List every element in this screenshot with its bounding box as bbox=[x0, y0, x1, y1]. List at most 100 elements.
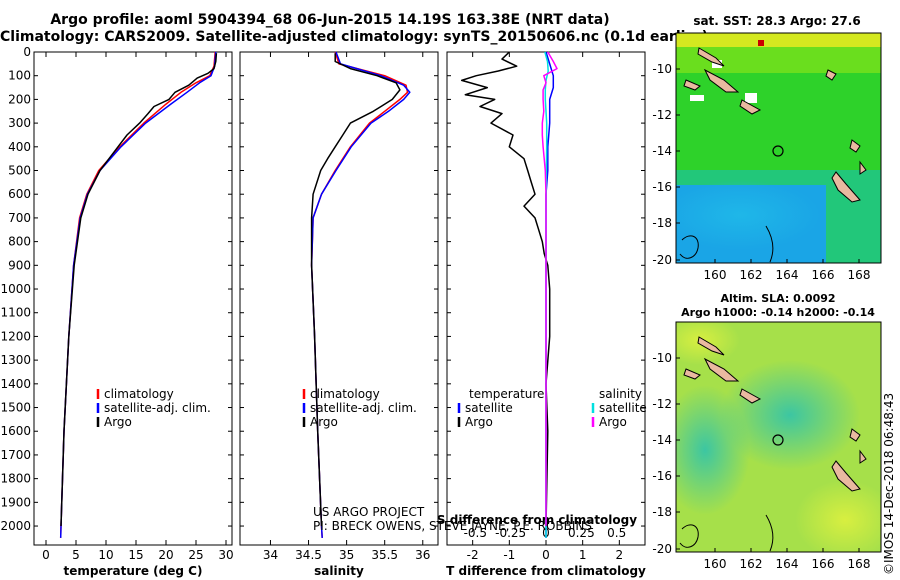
map-y-tick-label: -10 bbox=[652, 351, 672, 365]
bathymetry-contour bbox=[765, 514, 774, 552]
y-tick-label: 100 bbox=[8, 69, 31, 83]
island-shape bbox=[825, 69, 837, 81]
y-tick-label: 700 bbox=[8, 211, 31, 225]
sla-map-low-patch bbox=[676, 385, 750, 515]
map-x-tick-label: 162 bbox=[740, 268, 763, 282]
profile-panel-temperature: 0100200300400500600700800900100011001200… bbox=[0, 45, 233, 578]
x-tick-label: 10 bbox=[98, 548, 113, 562]
sla-map: Altim. SLA: 0.0092 Argo h1000: -0.14 h20… bbox=[652, 292, 896, 575]
sla-map-high-patch bbox=[795, 480, 881, 552]
map-x-tick-label: 168 bbox=[848, 557, 871, 571]
x-tick-label: 34 bbox=[263, 548, 278, 562]
y-tick-label: 300 bbox=[8, 116, 31, 130]
argo-float-location bbox=[772, 145, 784, 157]
sst-map-title: sat. SST: 28.3 Argo: 27.6 bbox=[693, 14, 860, 28]
sla-map-title-line1: Altim. SLA: 0.0092 bbox=[720, 292, 835, 305]
x-tick-label: 30 bbox=[218, 548, 233, 562]
island-shape bbox=[683, 368, 701, 380]
x-tick-label: 15 bbox=[128, 548, 143, 562]
x-tick-label: 35 bbox=[339, 548, 354, 562]
x2-axis-label: S difference from climatology bbox=[437, 513, 637, 527]
y-tick-label: 0 bbox=[23, 45, 31, 59]
legend-label: satellite bbox=[599, 401, 647, 415]
x-tick-label: 2 bbox=[616, 548, 624, 562]
map-y-tick-label: -16 bbox=[652, 469, 672, 483]
sst-map-cloud-gap bbox=[690, 95, 704, 101]
argo-float-location bbox=[772, 434, 784, 446]
legend-label: satellite bbox=[465, 401, 513, 415]
map-y-tick-label: -20 bbox=[652, 253, 672, 267]
credit-pi: PI: BRECK OWENS, STEVE JAYNE, P.E. ROBBI… bbox=[313, 519, 592, 533]
sst-map-hot-pixel bbox=[758, 40, 764, 46]
legend-label: climatology bbox=[104, 387, 174, 401]
x2-tick-label: 0.5 bbox=[607, 526, 626, 540]
x-axis-label: salinity bbox=[314, 564, 364, 578]
plot-title-line1: Argo profile: aoml 5904394_68 06-Jun-201… bbox=[50, 12, 610, 28]
x-tick-label: 0 bbox=[542, 548, 550, 562]
y-tick-label: 1500 bbox=[0, 401, 31, 415]
y-tick-label: 600 bbox=[8, 187, 31, 201]
island-shape bbox=[859, 449, 867, 464]
x-tick-label: 5 bbox=[72, 548, 80, 562]
legend-label: salinity bbox=[599, 387, 642, 401]
y-tick-label: 800 bbox=[8, 235, 31, 249]
sst-map-cold-patch bbox=[676, 180, 820, 250]
map-x-tick-label: 162 bbox=[740, 557, 763, 571]
legend-label: satellite-adj. clim. bbox=[104, 401, 211, 415]
map-y-tick-label: -12 bbox=[652, 108, 672, 122]
sst-map: sat. SST: 28.3 Argo: 27.6 160 162 164 166 16… bbox=[652, 14, 882, 282]
series-s-argo bbox=[541, 51, 558, 526]
map-x-tick-label: 166 bbox=[812, 268, 835, 282]
legend-label: Argo bbox=[465, 415, 493, 429]
imos-timestamp-label: ©IMOS 14-Dec-2018 06:48:43 bbox=[882, 393, 896, 575]
map-x-tick-label: 160 bbox=[704, 557, 727, 571]
x-tick-label: 0 bbox=[42, 548, 50, 562]
y-tick-label: 1200 bbox=[0, 329, 31, 343]
bathymetry-contour bbox=[765, 225, 774, 263]
bathymetry-contour bbox=[679, 524, 699, 548]
y-tick-label: 1900 bbox=[0, 495, 31, 509]
legend-label: Argo bbox=[310, 415, 338, 429]
map-x-tick-label: 164 bbox=[776, 268, 799, 282]
island-shape bbox=[831, 171, 861, 203]
y-tick-label: 200 bbox=[8, 92, 31, 106]
map-x-tick-label: 160 bbox=[704, 268, 727, 282]
sst-map-cloud-gap bbox=[745, 93, 757, 103]
map-x-tick-label: 168 bbox=[848, 268, 871, 282]
legend-label: Argo bbox=[599, 415, 627, 429]
series-argo bbox=[310, 53, 401, 527]
sst-map-hot-band bbox=[676, 33, 881, 47]
y-tick-label: 1700 bbox=[0, 448, 31, 462]
map-y-tick-label: -18 bbox=[652, 216, 672, 230]
island-shape bbox=[739, 99, 762, 115]
map-y-tick-label: -16 bbox=[652, 180, 672, 194]
map-y-tick-label: -12 bbox=[652, 397, 672, 411]
x-tick-label: 34.5 bbox=[295, 548, 322, 562]
sla-map-low-patch bbox=[720, 360, 860, 470]
profile-panel-salinity: 34 34.5 35 35.5 36 salinity climatologysatelli… bbox=[239, 51, 439, 578]
map-y-tick-label: -20 bbox=[652, 542, 672, 556]
island-shape bbox=[849, 139, 861, 153]
map-y-tick-label: -18 bbox=[652, 505, 672, 519]
x-tick-label: 36 bbox=[415, 548, 430, 562]
y-tick-label: 500 bbox=[8, 164, 31, 178]
map-x-tick-label: 166 bbox=[812, 557, 835, 571]
y-tick-label: 400 bbox=[8, 140, 31, 154]
bathymetry-contour bbox=[679, 235, 699, 259]
map-y-tick-label: -14 bbox=[652, 144, 672, 158]
island-shape bbox=[739, 388, 762, 404]
y-tick-label: 2000 bbox=[0, 519, 31, 533]
x-axis-label: T difference from climatology bbox=[446, 564, 646, 578]
series-t-argo bbox=[460, 51, 551, 527]
map-x-tick-label: 164 bbox=[776, 557, 799, 571]
y-tick-label: 1400 bbox=[0, 377, 31, 391]
y-tick-label: 1300 bbox=[0, 353, 31, 367]
island-shape bbox=[697, 47, 725, 67]
x2-tick-label: 0.25 bbox=[568, 526, 595, 540]
legend-label: climatology bbox=[310, 387, 380, 401]
legend-label: Argo bbox=[104, 415, 132, 429]
plot-title-line2: Climatology: CARS2009. Satellite-adjuste… bbox=[0, 29, 709, 45]
map-y-tick-label: -10 bbox=[652, 62, 672, 76]
island-shape bbox=[697, 336, 725, 356]
